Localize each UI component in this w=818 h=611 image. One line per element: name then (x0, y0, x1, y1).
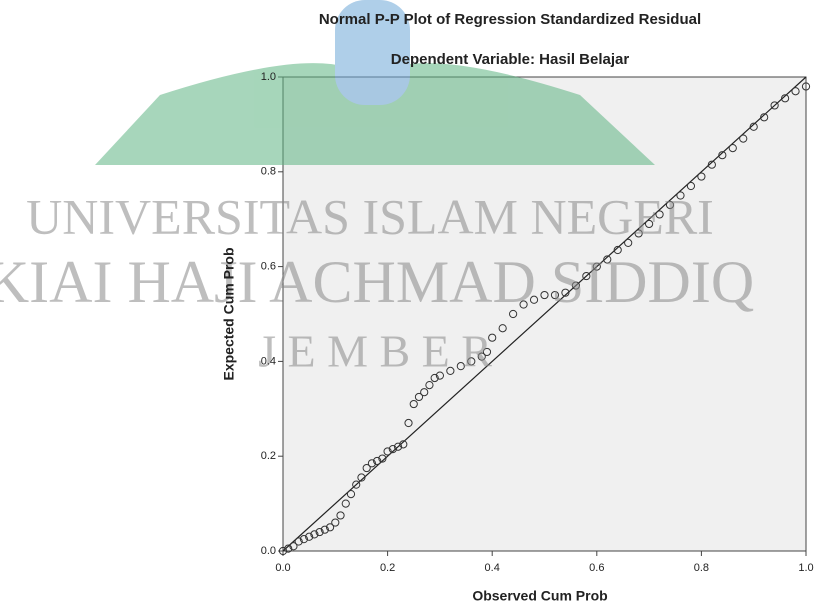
point (336, 511, 345, 520)
watermark-line: J E M B E R (258, 326, 492, 377)
point (582, 271, 591, 281)
point (686, 181, 696, 191)
point (373, 456, 382, 466)
point (498, 324, 507, 333)
point (399, 440, 408, 449)
point (320, 525, 329, 534)
point (482, 347, 492, 357)
point (294, 537, 303, 546)
point (362, 463, 371, 473)
point (388, 444, 397, 454)
x-tick-label: 0.2 (380, 562, 395, 574)
point (331, 518, 340, 527)
point (305, 532, 314, 541)
point (430, 373, 439, 383)
point (289, 542, 298, 551)
point (446, 366, 455, 375)
point (770, 101, 779, 110)
point (676, 191, 685, 200)
point (760, 113, 769, 122)
y-tick-label: 0.6 (261, 261, 276, 273)
chart-title: Normal P-P Plot of Regression Standardiz… (319, 11, 701, 28)
chart-subtitle: Dependent Variable: Hasil Belajar (391, 51, 630, 68)
point (801, 82, 811, 91)
point (278, 546, 288, 556)
point (519, 300, 528, 309)
point (561, 288, 570, 297)
point (707, 160, 716, 169)
point (383, 447, 392, 456)
point (634, 229, 643, 238)
watermark-line: UNIVERSITAS ISLAM NEGERI (26, 188, 714, 244)
point (357, 473, 366, 482)
point (467, 357, 476, 366)
point (624, 238, 633, 247)
point (603, 255, 612, 264)
point (435, 371, 444, 380)
x-axis-label: Observed Cum Prob (472, 588, 607, 604)
point (420, 388, 429, 397)
x-tick-label: 0.6 (589, 562, 604, 574)
y-axis-label: Expected Cum Prob (221, 247, 237, 380)
point (645, 219, 654, 229)
point (665, 200, 675, 210)
point (315, 527, 324, 537)
point (728, 144, 737, 153)
point (425, 381, 434, 390)
y-tick-label: 0.8 (261, 166, 276, 178)
point (749, 122, 758, 131)
watermark-logo (95, 0, 655, 165)
point (791, 87, 800, 96)
point (367, 459, 377, 468)
point (393, 442, 403, 451)
y-tick-label: 0.0 (261, 545, 276, 557)
x-tick-label: 1.0 (798, 562, 813, 574)
point (477, 352, 486, 361)
x-tick-label: 0.0 (275, 562, 290, 574)
y-tick-label: 0.4 (261, 355, 276, 367)
watermark-line: KIAI HAJI ACHMAD SIDDIQ (0, 249, 754, 315)
point (739, 134, 748, 143)
point (341, 499, 350, 508)
point (540, 290, 549, 300)
point (592, 262, 601, 271)
point (378, 454, 387, 463)
x-tick-label: 0.8 (694, 562, 709, 574)
point (414, 392, 424, 402)
point (780, 94, 790, 103)
point (346, 490, 356, 499)
point (299, 535, 309, 544)
point (488, 333, 497, 342)
x-tick-label: 0.4 (485, 562, 500, 574)
point (718, 151, 727, 160)
point (571, 281, 580, 290)
point (550, 290, 560, 300)
point (310, 530, 319, 539)
y-tick-label: 1.0 (261, 71, 276, 83)
point (284, 544, 293, 553)
point (456, 362, 465, 371)
point (409, 399, 418, 409)
point (509, 309, 518, 319)
point (404, 418, 413, 428)
point (352, 480, 361, 489)
point (325, 523, 335, 532)
y-tick-label: 0.2 (261, 450, 276, 462)
point (529, 295, 539, 304)
point (655, 210, 664, 219)
point (697, 172, 706, 181)
point (613, 245, 622, 255)
